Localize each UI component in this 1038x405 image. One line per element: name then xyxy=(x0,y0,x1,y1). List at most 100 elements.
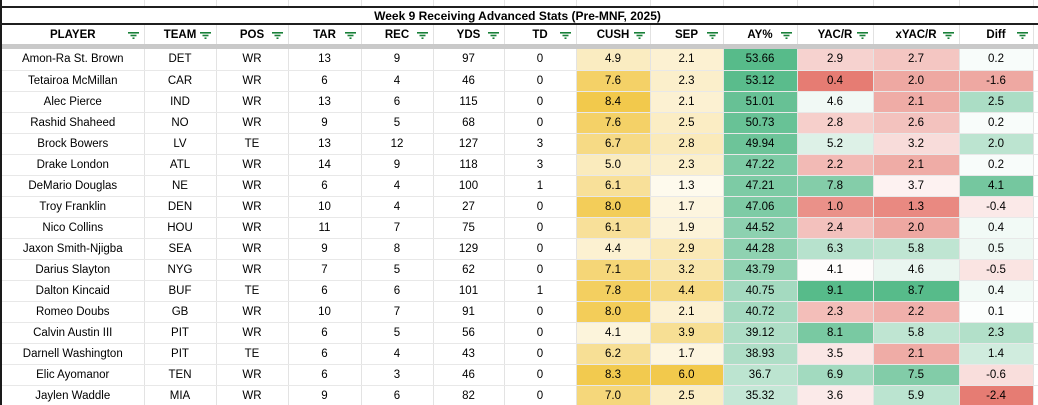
column-header-cush[interactable]: CUSH xyxy=(576,24,651,44)
cell-xyacr[interactable]: 2.0 xyxy=(873,217,960,239)
cell-pos[interactable]: WR xyxy=(216,49,289,71)
cell-diff[interactable]: 0.4 xyxy=(959,280,1034,302)
cell-team[interactable]: IND xyxy=(144,91,217,113)
cell-xyacr[interactable]: 4.6 xyxy=(873,259,960,281)
cell-pos[interactable]: WR xyxy=(216,364,289,386)
cell-team[interactable]: DET xyxy=(144,49,217,71)
cell-team[interactable]: NE xyxy=(144,175,217,197)
cell-diff[interactable]: -0.6 xyxy=(959,364,1034,386)
cell-diff[interactable]: -2.4 xyxy=(959,385,1034,405)
cell-pos[interactable]: WR xyxy=(216,322,289,344)
cell-pos[interactable]: WR xyxy=(216,238,289,260)
column-header-diff[interactable]: Diff xyxy=(959,24,1034,44)
cell-yacr[interactable]: 5.2 xyxy=(797,133,874,155)
cell-tar[interactable]: 11 xyxy=(288,217,362,239)
cell-player[interactable]: DeMario Douglas xyxy=(1,175,145,197)
cell-tar[interactable]: 13 xyxy=(288,133,362,155)
cell-yds[interactable]: 91 xyxy=(433,301,505,323)
cell-sep[interactable]: 1.3 xyxy=(650,175,724,197)
cell-sep[interactable]: 1.7 xyxy=(650,196,724,218)
cell-yds[interactable]: 118 xyxy=(433,154,505,176)
cell-sep[interactable]: 2.1 xyxy=(650,91,724,113)
cell-ay[interactable]: 38.93 xyxy=(723,343,798,365)
cell-cush[interactable]: 6.1 xyxy=(576,175,651,197)
cell-rec[interactable]: 8 xyxy=(361,238,434,260)
cell-rec[interactable]: 4 xyxy=(361,196,434,218)
cell-tar[interactable]: 10 xyxy=(288,301,362,323)
sheet-title-cell[interactable]: Week 9 Receiving Advanced Stats (Pre-MNF… xyxy=(1,6,1033,25)
cell-rec[interactable]: 4 xyxy=(361,343,434,365)
cell-td[interactable]: 0 xyxy=(504,196,577,218)
cell-yds[interactable]: 46 xyxy=(433,70,505,92)
cell-td[interactable]: 0 xyxy=(504,49,577,71)
cell-td[interactable]: 0 xyxy=(504,301,577,323)
column-header-sep[interactable]: SEP xyxy=(650,24,724,44)
cell-player[interactable]: Tetairoa McMillan xyxy=(1,70,145,92)
cell-td[interactable]: 1 xyxy=(504,175,577,197)
cell-rec[interactable]: 5 xyxy=(361,112,434,134)
cell-yacr[interactable]: 6.9 xyxy=(797,364,874,386)
cell-yacr[interactable]: 3.6 xyxy=(797,385,874,405)
cell-diff[interactable]: 0.2 xyxy=(959,49,1034,71)
cell-sep[interactable]: 6.0 xyxy=(650,364,724,386)
column-header-pos[interactable]: POS xyxy=(216,24,289,44)
cell-pos[interactable]: WR xyxy=(216,112,289,134)
cell-pos[interactable]: TE xyxy=(216,280,289,302)
cell-cush[interactable]: 8.0 xyxy=(576,196,651,218)
cell-tar[interactable]: 9 xyxy=(288,112,362,134)
cell-sep[interactable]: 3.9 xyxy=(650,322,724,344)
cell-yacr[interactable]: 2.4 xyxy=(797,217,874,239)
cell-cush[interactable]: 7.6 xyxy=(576,70,651,92)
cell-team[interactable]: LV xyxy=(144,133,217,155)
cell-yacr[interactable]: 3.5 xyxy=(797,343,874,365)
cell-tar[interactable]: 6 xyxy=(288,322,362,344)
cell-rec[interactable]: 3 xyxy=(361,364,434,386)
cell-ay[interactable]: 35.32 xyxy=(723,385,798,405)
cell-td[interactable]: 0 xyxy=(504,238,577,260)
cell-yds[interactable]: 46 xyxy=(433,364,505,386)
cell-cush[interactable]: 5.0 xyxy=(576,154,651,176)
cell-tar[interactable]: 6 xyxy=(288,175,362,197)
cell-diff[interactable]: 2.5 xyxy=(959,91,1034,113)
cell-rec[interactable]: 4 xyxy=(361,70,434,92)
cell-xyacr[interactable]: 8.7 xyxy=(873,280,960,302)
cell-player[interactable]: Jaxon Smith-Njigba xyxy=(1,238,145,260)
cell-ay[interactable]: 43.79 xyxy=(723,259,798,281)
cell-team[interactable]: PIT xyxy=(144,322,217,344)
cell-yds[interactable]: 127 xyxy=(433,133,505,155)
cell-diff[interactable]: 0.2 xyxy=(959,154,1034,176)
cell-team[interactable]: HOU xyxy=(144,217,217,239)
cell-yacr[interactable]: 8.1 xyxy=(797,322,874,344)
cell-player[interactable]: Dalton Kincaid xyxy=(1,280,145,302)
cell-td[interactable]: 0 xyxy=(504,364,577,386)
cell-yds[interactable]: 56 xyxy=(433,322,505,344)
cell-xyacr[interactable]: 2.1 xyxy=(873,154,960,176)
cell-sep[interactable]: 2.1 xyxy=(650,49,724,71)
cell-cush[interactable]: 4.1 xyxy=(576,322,651,344)
cell-yacr[interactable]: 6.3 xyxy=(797,238,874,260)
cell-pos[interactable]: WR xyxy=(216,175,289,197)
cell-yds[interactable]: 75 xyxy=(433,217,505,239)
cell-team[interactable]: GB xyxy=(144,301,217,323)
cell-td[interactable]: 0 xyxy=(504,385,577,405)
filter-icon[interactable] xyxy=(344,30,357,39)
cell-rec[interactable]: 5 xyxy=(361,322,434,344)
cell-ay[interactable]: 40.75 xyxy=(723,280,798,302)
cell-td[interactable]: 0 xyxy=(504,322,577,344)
cell-tar[interactable]: 9 xyxy=(288,385,362,405)
cell-player[interactable]: Calvin Austin III xyxy=(1,322,145,344)
cell-ay[interactable]: 51.01 xyxy=(723,91,798,113)
cell-sep[interactable]: 2.5 xyxy=(650,385,724,405)
cell-td[interactable]: 0 xyxy=(504,259,577,281)
cell-diff[interactable]: -1.6 xyxy=(959,70,1034,92)
cell-xyacr[interactable]: 5.8 xyxy=(873,322,960,344)
cell-ay[interactable]: 50.73 xyxy=(723,112,798,134)
cell-td[interactable]: 0 xyxy=(504,70,577,92)
cell-team[interactable]: MIA xyxy=(144,385,217,405)
cell-yacr[interactable]: 0.4 xyxy=(797,70,874,92)
cell-td[interactable]: 0 xyxy=(504,217,577,239)
cell-ay[interactable]: 40.72 xyxy=(723,301,798,323)
cell-team[interactable]: SEA xyxy=(144,238,217,260)
filter-icon[interactable] xyxy=(856,30,869,39)
cell-td[interactable]: 3 xyxy=(504,133,577,155)
